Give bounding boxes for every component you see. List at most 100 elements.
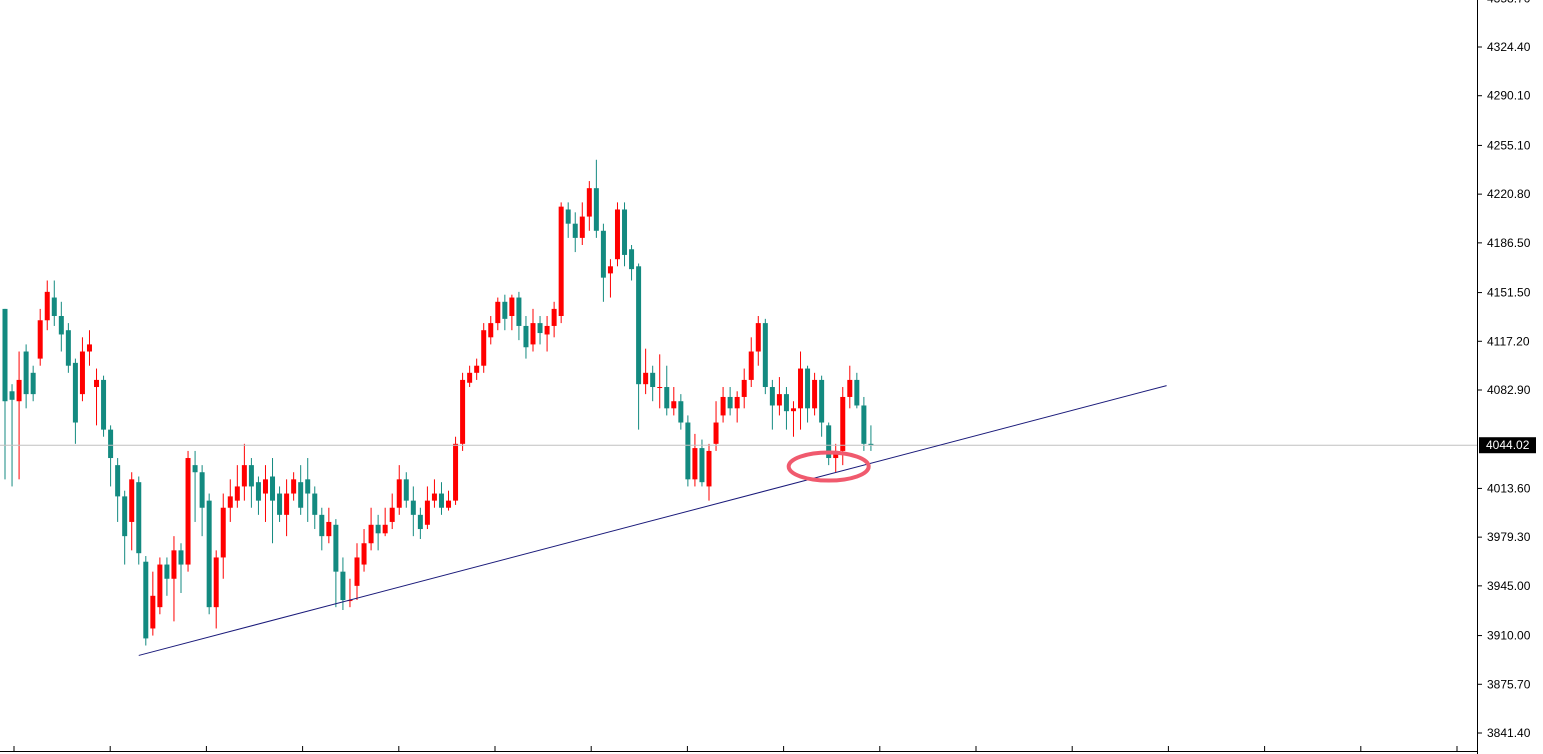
candle-body (805, 368, 811, 409)
candle-body (185, 458, 191, 565)
price-tick-label: 3910.00 (1487, 629, 1531, 643)
candle-body (72, 362, 78, 423)
price-tick-label: 4290.10 (1487, 89, 1531, 103)
candle-body (755, 323, 761, 352)
candle-body (481, 330, 487, 366)
candle-body (502, 301, 508, 319)
candle-body (622, 209, 628, 255)
price-tick-label: 4117.20 (1487, 334, 1530, 348)
candle-body (79, 351, 85, 395)
candle-body (692, 448, 698, 480)
candle-body (762, 323, 768, 388)
price-tick-label: 3841.40 (1487, 726, 1531, 740)
price-tick-label: 4358.70 (1487, 0, 1531, 5)
candle-body (650, 372, 656, 388)
candle-body (586, 188, 592, 217)
candle-body (150, 595, 156, 629)
current-price-badge (1479, 437, 1536, 454)
candle-body (291, 479, 297, 494)
candle-body (347, 600, 353, 602)
candle-body (115, 465, 121, 497)
price-axis-ticks[interactable]: 4358.70 4324.40 4290.10 4255.10 4220.80 4186.… (1477, 0, 1531, 740)
candle-body (572, 223, 578, 238)
candle-body (664, 387, 670, 409)
candle-body (558, 206, 564, 317)
support-trendline[interactable] (138, 385, 1167, 656)
price-tick-label: 4220.80 (1487, 187, 1531, 201)
candle-body (431, 493, 437, 501)
candle-body (16, 379, 22, 402)
candle-body (319, 514, 325, 537)
support-touch-highlight[interactable] (786, 450, 871, 483)
price-tick-label: 4255.10 (1487, 138, 1531, 152)
candle-body (706, 450, 712, 487)
candle-body (790, 408, 796, 412)
candle-body (826, 425, 832, 459)
candle-body (361, 543, 367, 565)
candle-body (171, 550, 177, 579)
candle-body (65, 330, 71, 366)
candle-body (734, 396, 740, 409)
candle-body (544, 325, 550, 335)
candle-body (713, 422, 719, 444)
candle-body (495, 301, 501, 324)
candle-body (305, 479, 311, 494)
candle-body (453, 443, 459, 501)
candle-body (192, 465, 198, 473)
candle-body (206, 500, 212, 608)
candle-body (312, 493, 318, 515)
current-price-label: 4044.02 (1486, 438, 1530, 452)
candle-body (333, 524, 339, 572)
candle-body (769, 387, 775, 406)
candle-body (812, 379, 818, 409)
candle-body (262, 479, 268, 494)
candle-body (593, 188, 599, 231)
candle-body (23, 351, 29, 395)
candle-body (410, 500, 416, 515)
candle-body (354, 557, 360, 586)
candle-body (614, 209, 620, 260)
candle-body (720, 396, 726, 416)
candle-body (284, 493, 290, 515)
candle-body (607, 266, 613, 274)
candle-body (819, 379, 825, 423)
candle-body (164, 564, 170, 579)
candle-body (565, 209, 571, 224)
candle-body (234, 486, 240, 501)
candle-body (685, 422, 691, 480)
price-tick-label: 4013.60 (1487, 481, 1531, 495)
price-tick-label: 3875.70 (1487, 677, 1531, 691)
candle-body (467, 372, 473, 383)
candle-body (220, 507, 226, 558)
candle-body (396, 479, 402, 508)
candle-body (58, 316, 64, 335)
candle-body (30, 372, 36, 395)
candle-body (199, 472, 205, 508)
candle-body (741, 379, 747, 397)
candle-body (213, 557, 219, 608)
candle-body (241, 465, 247, 487)
candle-body (537, 323, 543, 334)
candle-body (129, 479, 135, 522)
candle-body (417, 514, 423, 530)
candle-body (460, 379, 466, 444)
candle-body (37, 320, 43, 359)
candle-body (248, 465, 254, 487)
candle-body (9, 391, 15, 400)
candle-body (488, 323, 494, 338)
candle-body (579, 216, 585, 238)
candle-body (678, 401, 684, 423)
candle-body (157, 564, 163, 608)
candle-body (178, 550, 184, 565)
candle-body (136, 482, 142, 554)
candle-body (438, 493, 444, 508)
price-tick-label: 3945.00 (1487, 579, 1531, 593)
candle-body (868, 443, 874, 446)
candle-body (382, 524, 388, 534)
candle-body (847, 379, 853, 397)
candle-body (748, 351, 754, 380)
candle-body (530, 323, 536, 345)
candle-body (122, 496, 128, 537)
candle-body (699, 448, 705, 483)
